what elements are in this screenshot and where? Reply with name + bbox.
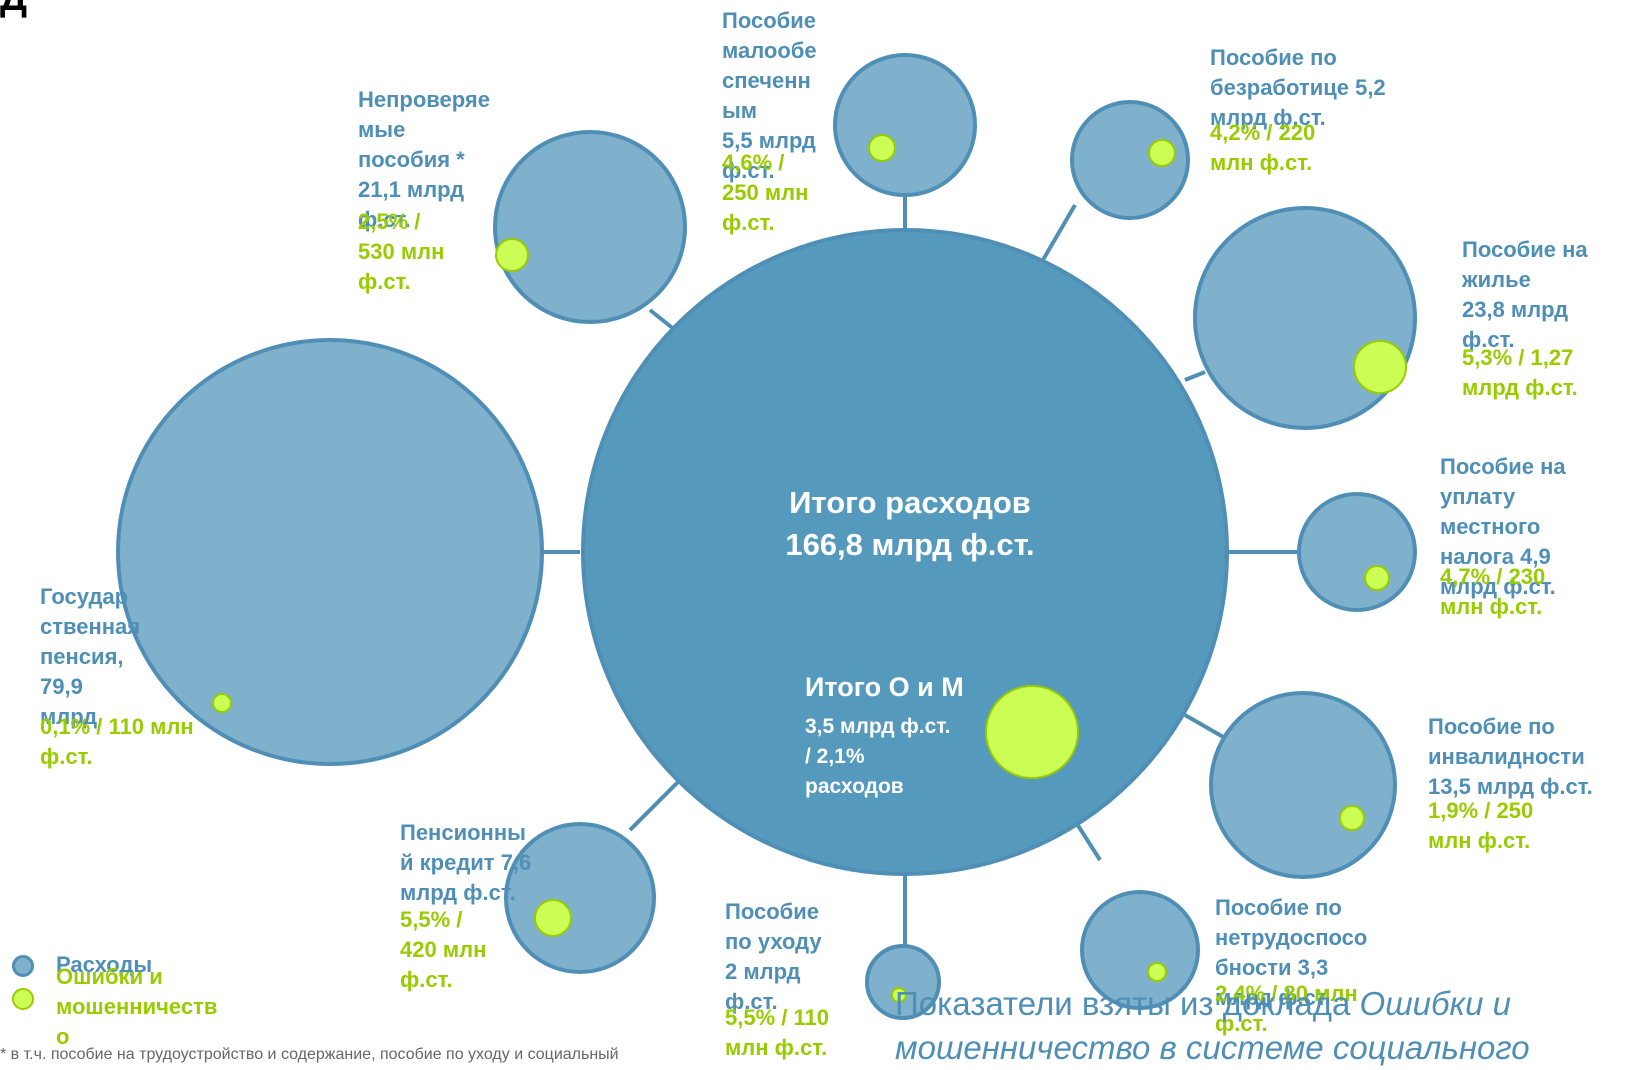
fraud-dot-unverified (495, 238, 529, 272)
fraud-label-low-income: 4,6% / 250 млн ф.ст. (722, 150, 809, 235)
label-unverified: Непроверяе мые пособия * 21,1 млрд ф.ст. (358, 87, 490, 232)
fraud-label-unemployment: 4,2% / 220 млн ф.ст. (1210, 120, 1316, 175)
connector-housing (1184, 370, 1206, 382)
bubble-incapacity (1080, 890, 1200, 1010)
center-total-label: Итого расходов 166,8 млрд ф.ст. (785, 485, 1035, 562)
legend-expenses-marker (12, 955, 34, 977)
fraud-dot-pension-credit (534, 899, 572, 937)
bubble-low-income (833, 53, 977, 197)
connector-pension-credit (628, 778, 682, 832)
fraud-label-disability: 1,9% / 250 млн ф.ст. (1428, 798, 1534, 853)
fraud-dot-low-income (868, 134, 896, 162)
source-italic-1: Ошибки и (1359, 985, 1511, 1022)
title-fragment: Д (0, 0, 27, 19)
legend-expenses-label: Расходы (56, 952, 153, 977)
bubble-pension-credit (504, 822, 656, 974)
label-disability: Пособие по инвалидности 13,5 млрд ф.ст. (1428, 714, 1593, 799)
fraud-label-unverified: 2,5% / 530 млн ф.ст. (358, 209, 445, 294)
bubble-disability (1209, 691, 1397, 879)
bubble-housing (1193, 206, 1417, 430)
fraud-dot-state-pension (212, 693, 232, 713)
legend-expenses: Расходы (12, 950, 152, 980)
legend-fraud-marker (12, 988, 34, 1010)
label-housing: Пособие на жилье 23,8 млрд ф.ст. (1462, 237, 1588, 352)
legend-fraud: Ошибки и мошенничеств о (12, 962, 217, 1052)
bubble-carers (865, 944, 941, 1020)
label-state-pension: Государ ственная пенсия, 79,9 млрд (40, 584, 141, 729)
fraud-dot-unemployment (1148, 139, 1176, 167)
footnote: * в т.ч. пособие на трудоустройство и со… (0, 1046, 619, 1063)
center-fraud-sub: 3,5 млрд ф.ст. / 2,1% расходов (805, 715, 951, 798)
connector-disability (1184, 713, 1226, 740)
label-council-tax: Пособие на уплату местного налога 4,9 мл… (1440, 454, 1566, 599)
fraud-dot-total (985, 685, 1079, 779)
label-pension-credit: Пенсионны й кредит 7,6 млрд ф.ст. (400, 820, 532, 905)
fraud-dot-disability (1339, 805, 1365, 831)
label-carers: Пособие по уходу 2 млрд ф.ст. (725, 899, 822, 1014)
fraud-label-pension-credit: 5,5% / 420 млн ф.ст. (400, 907, 487, 992)
label-incapacity: Пособие по нетрудоспосо бности 3,3 млрд … (1215, 895, 1368, 1010)
fraud-label-incapacity: 2,4% / 80 млн ф.ст. (1215, 981, 1358, 1036)
source-italic-2: мошенничество в системе социального (895, 1029, 1530, 1066)
bubble-council-tax (1297, 492, 1417, 612)
source-prefix: Показатели взяты из доклада (895, 985, 1360, 1022)
fraud-label-housing: 5,3% / 1,27 млрд ф.ст. (1462, 345, 1578, 400)
center-fraud-title: Итого О и М (805, 672, 964, 702)
fraud-label-state-pension: 0,1% / 110 млн ф.ст. (40, 714, 194, 769)
fraud-dot-council-tax (1364, 565, 1390, 591)
label-low-income: Пособие малообе спеченн ым 5,5 млрд ф.ст… (722, 8, 817, 183)
legend-fraud-label: Ошибки и мошенничеств о (56, 964, 218, 1049)
fraud-dot-carers (891, 987, 907, 1003)
fraud-label-council-tax: 4,7% / 230 млн ф.ст. (1440, 564, 1546, 619)
source-note: Показатели взяты из доклада Ошибки и мош… (895, 982, 1530, 1070)
fraud-dot-incapacity (1147, 962, 1167, 982)
connector-unverified (648, 308, 677, 332)
connector-unemployment (1038, 203, 1077, 267)
bubble-unemployment (1070, 100, 1190, 220)
bubble-state-pension (116, 338, 544, 766)
bubble-unverified (493, 130, 687, 324)
label-unemployment: Пособие по безработице 5,2 млрд ф.ст. (1210, 45, 1386, 130)
fraud-dot-housing (1353, 340, 1407, 394)
fraud-label-carers: 5,5% / 110 млн ф.ст. (725, 1005, 829, 1060)
